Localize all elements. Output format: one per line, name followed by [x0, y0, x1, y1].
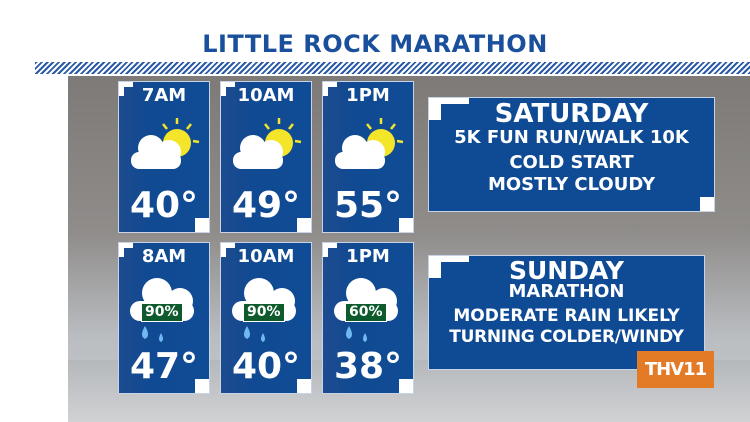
saturday-hour-card: 10AM 49°	[220, 81, 312, 233]
hour-temp: 38°	[333, 346, 403, 387]
header: LITTLE ROCK MARATHON	[0, 0, 750, 76]
hour-temp: 40°	[129, 185, 199, 226]
hour-temp: 47°	[129, 346, 199, 387]
sunday-line: MARATHON	[508, 281, 625, 302]
station-logo: THV11	[637, 351, 714, 388]
page-title: LITTLE ROCK MARATHON	[202, 30, 548, 58]
sunday-hour-card: 10AM 90% 40°	[220, 242, 312, 394]
sunday-summary: SUNDAY MARATHON MODERATE RAIN LIKELY TUR…	[428, 255, 705, 370]
hour-temp: 49°	[231, 185, 301, 226]
saturday-hour-card: 1PM 55°	[322, 81, 414, 233]
saturday-line: COLD START	[509, 152, 634, 173]
precip-chance: 90%	[243, 303, 285, 322]
sunday-day: SUNDAY	[508, 256, 625, 285]
hour-time: 10AM	[237, 246, 295, 267]
saturday-line: MOSTLY CLOUDY	[487, 174, 656, 195]
hour-time: 8AM	[141, 246, 187, 267]
saturday-hour-card: 7AM 40°	[118, 81, 210, 233]
hour-time: 7AM	[141, 85, 187, 106]
saturday-summary: SATURDAY 5K FUN RUN/WALK 10K COLD START …	[428, 97, 715, 212]
sunday-hour-card: 1PM 60% 38°	[322, 242, 414, 394]
saturday-day: SATURDAY	[494, 99, 649, 129]
sunday-line: MODERATE RAIN LIKELY	[453, 306, 680, 326]
hatched-divider	[35, 62, 750, 74]
hour-temp: 55°	[333, 185, 403, 226]
precip-chance: 90%	[141, 303, 183, 322]
hour-time: 10AM	[237, 85, 295, 106]
hour-time: 1PM	[346, 246, 390, 267]
precip-chance: 60%	[345, 303, 387, 322]
hour-time: 1PM	[346, 85, 390, 106]
sunday-line: TURNING COLDER/WINDY	[449, 327, 684, 347]
sunday-hour-card: 8AM 90% 47°	[118, 242, 210, 394]
hour-temp: 40°	[231, 346, 301, 387]
saturday-line: 5K FUN RUN/WALK 10K	[454, 127, 689, 148]
